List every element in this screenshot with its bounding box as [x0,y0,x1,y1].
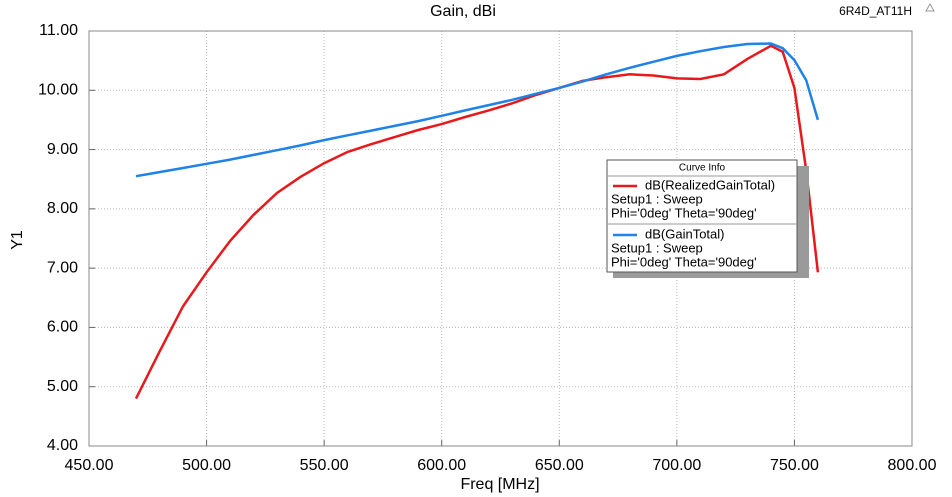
legend-setup: Setup1 : Sweep [611,240,703,255]
x-tick-label: 800.00 [888,457,937,474]
y-tick-label: 6.00 [47,319,78,336]
x-tick-label: 500.00 [182,457,231,474]
legend-setup: Setup1 : Sweep [611,191,703,206]
design-name: 6R4D_AT11H [839,4,912,18]
legend-variation: Phi='0deg' Theta='90deg' [611,254,757,269]
legend-entry: dB(GainTotal) [645,226,724,241]
x-tick-label: 450.00 [65,457,114,474]
legend-box [606,159,798,273]
x-tick-label: 550.00 [300,457,349,474]
y-tick-label: 10.00 [38,82,78,99]
y-tick-label: 4.00 [47,437,78,454]
y-tick-label: 9.00 [47,141,78,158]
x-tick-label: 600.00 [417,457,466,474]
series-line [134,44,820,400]
logo-icon [925,2,935,12]
x-axis-label: Freq [MHz] [460,476,539,493]
legend-entry: dB(RealizedGainTotal) [645,177,775,192]
y-tick-label: 8.00 [47,200,78,217]
y-tick-label: 7.00 [47,259,78,276]
x-tick-label: 700.00 [652,457,701,474]
plot-frame [88,30,913,447]
x-tick-label: 750.00 [770,457,819,474]
x-tick-label: 650.00 [535,457,584,474]
legend-variation: Phi='0deg' Theta='90deg' [611,205,757,220]
chart-title: Gain, dBi [430,3,496,20]
series-line [135,42,820,178]
lines [134,42,820,400]
legend-title: Curve Info [679,163,726,174]
y-axis-label: Y1 [9,230,26,250]
legend: Curve Info dB(RealizedGainTotal)Setup1 :… [606,159,809,278]
y-tick-label: 11.00 [39,22,78,39]
y-tick-label: 5.00 [47,378,78,395]
